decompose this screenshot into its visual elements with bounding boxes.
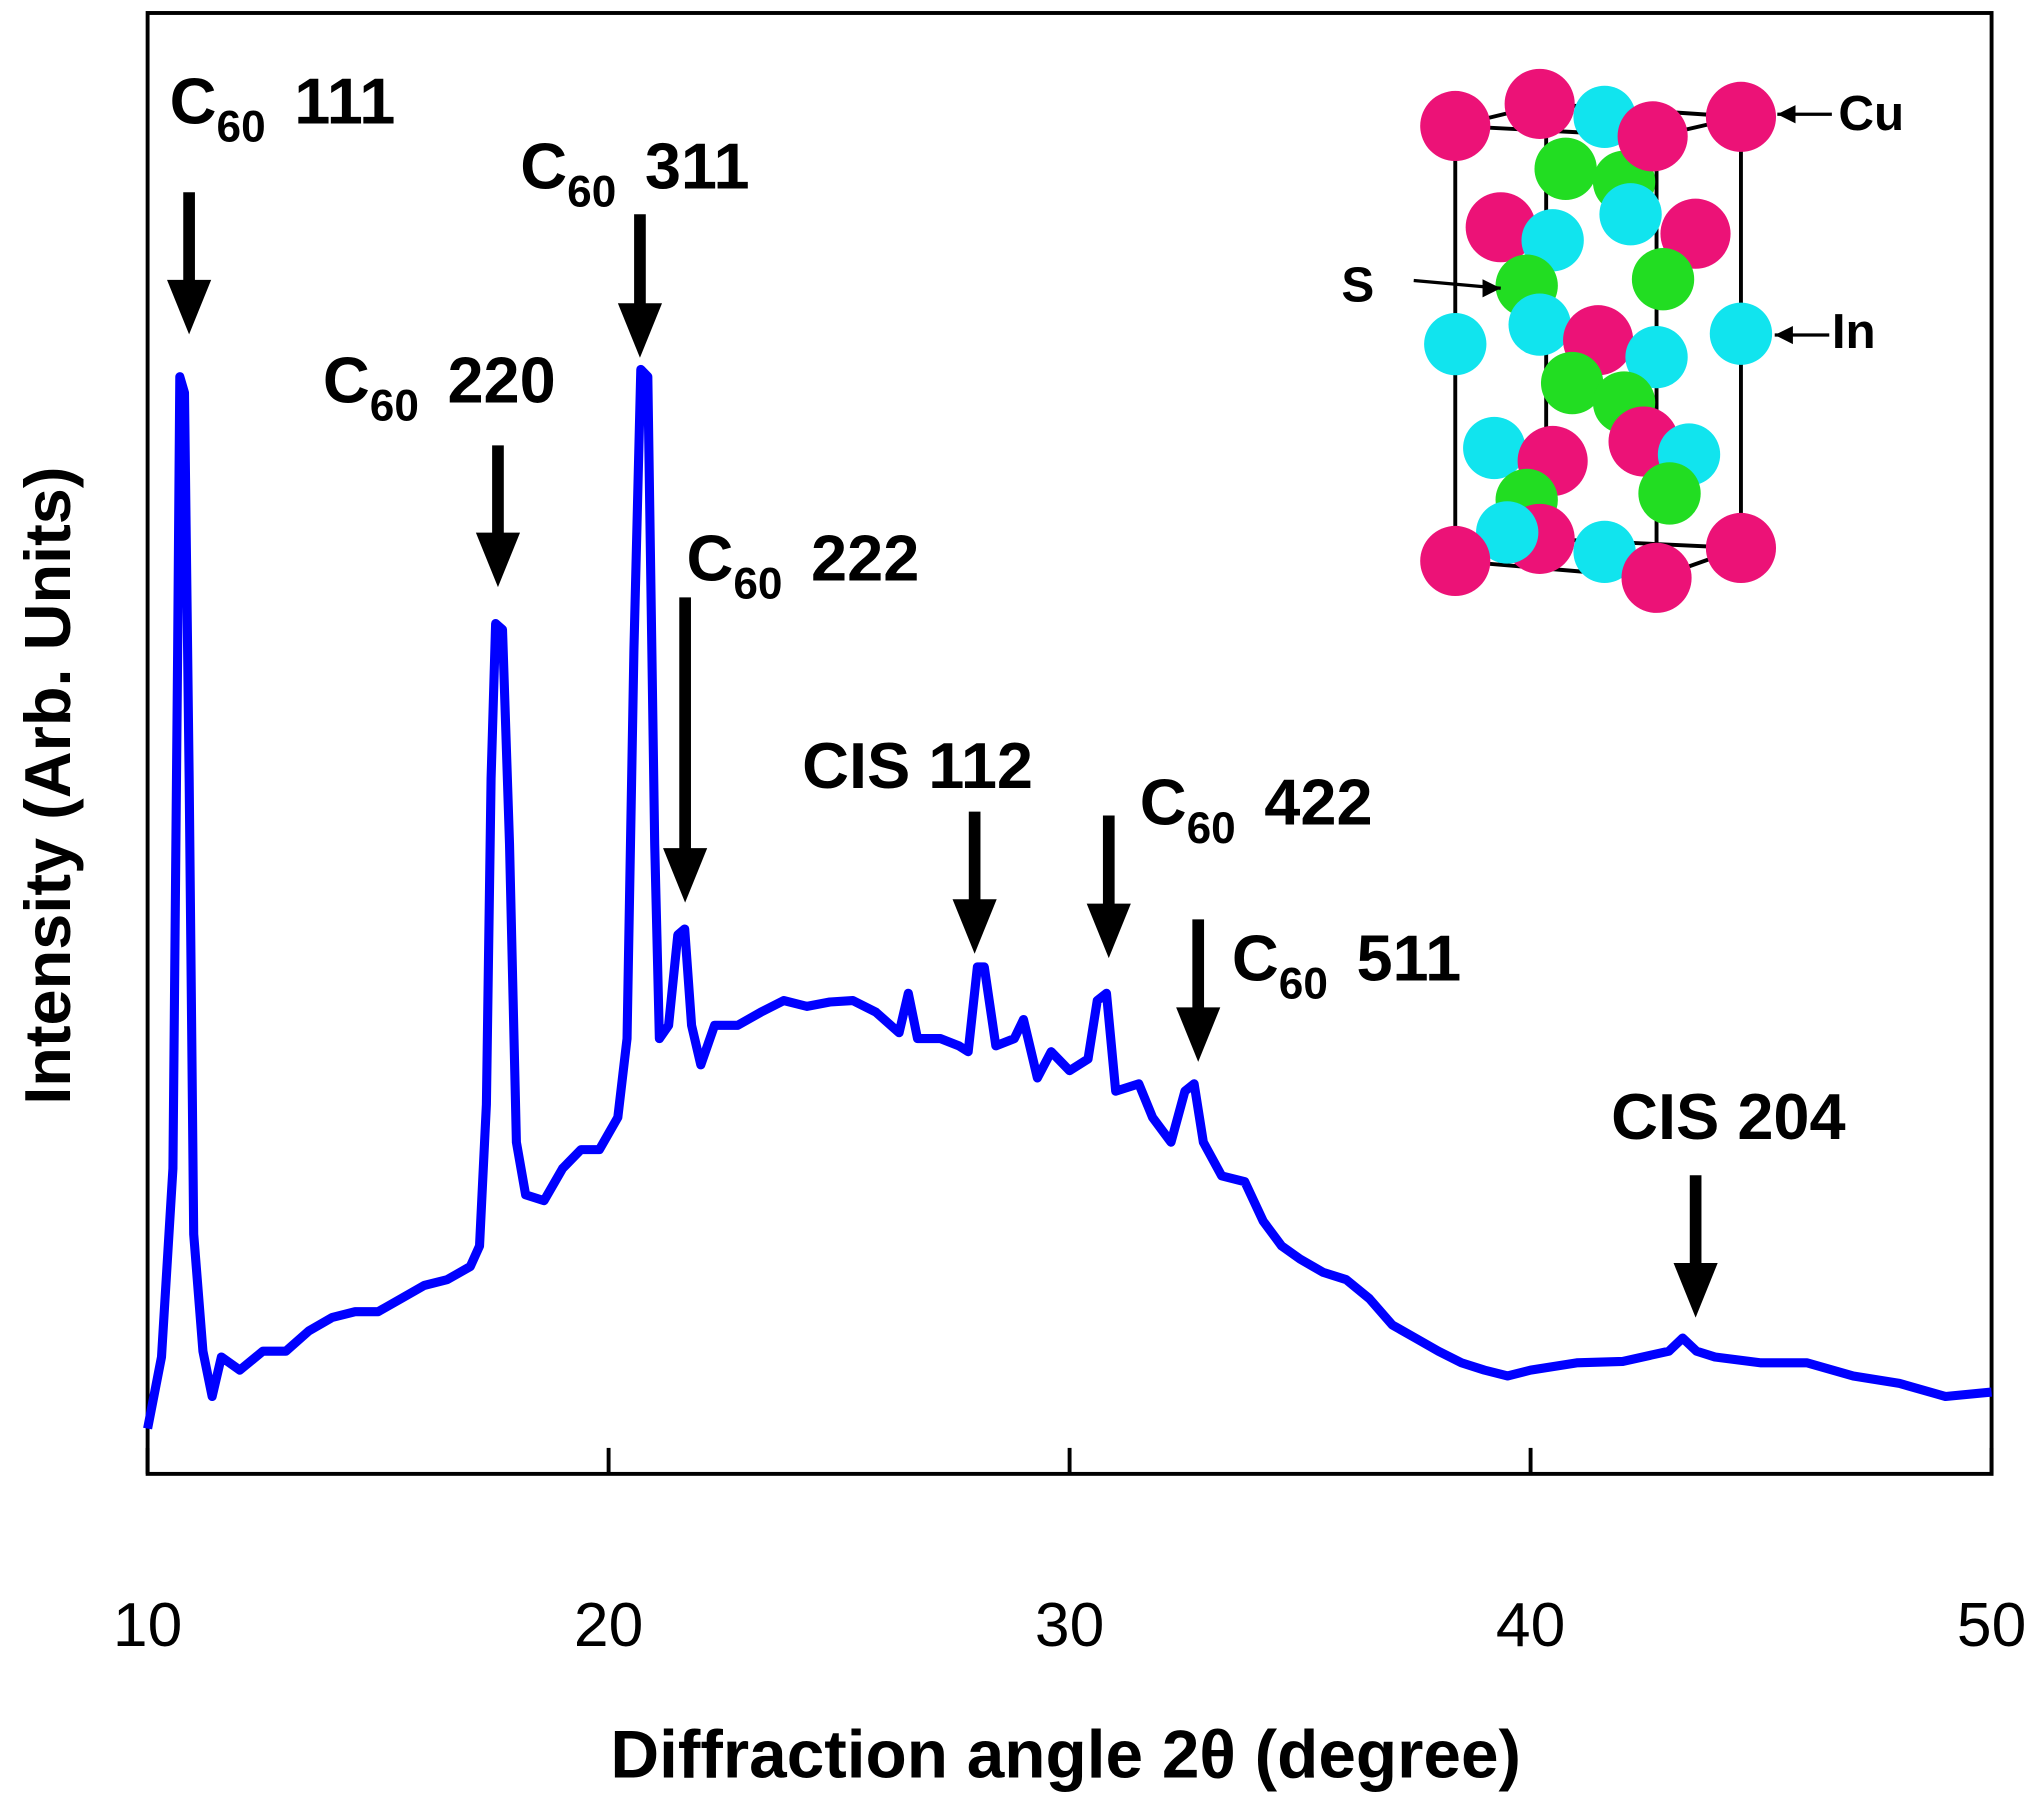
peak-label-part: 60 (733, 560, 782, 609)
atom (1508, 293, 1571, 356)
atom (1709, 302, 1773, 365)
x-tick-label: 20 (574, 1591, 643, 1660)
peak-label-part: CIS 112 (802, 729, 1033, 802)
inset-label: In (1832, 304, 1876, 359)
peak-label-part: 60 (217, 103, 266, 152)
peak-arrowhead (952, 899, 997, 954)
peak-label: CIS 204 (1611, 1080, 1846, 1153)
inset-label: Cu (1838, 86, 1904, 141)
x-tick-label: 30 (1035, 1591, 1104, 1660)
peak-label-part: 60 (567, 167, 616, 216)
y-axis-label: Intensity (Arb. Units) (11, 467, 84, 1105)
atom (1705, 512, 1777, 584)
peak-label-part: 222 (811, 521, 919, 594)
atom (1625, 325, 1688, 389)
atom (1540, 351, 1604, 415)
peak-label-part: 60 (1279, 960, 1328, 1009)
peak-label: C60 311 (520, 129, 749, 216)
atom (1621, 542, 1692, 613)
peak-label-part: 422 (1264, 766, 1372, 839)
peak-label-part: 511 (1356, 921, 1461, 994)
x-tick-label: 10 (113, 1591, 182, 1660)
peak-label: CIS 112 (802, 729, 1033, 802)
peak-label: C60 222 (687, 521, 920, 608)
atom (1463, 416, 1526, 480)
peak-arrowhead (1176, 1007, 1221, 1062)
atom (1504, 68, 1575, 139)
peak-arrowhead (1673, 1263, 1718, 1318)
peak-arrowhead (663, 848, 708, 903)
atom (1617, 101, 1688, 172)
atom (1424, 312, 1487, 376)
inset-arrowhead (1774, 325, 1793, 345)
peak-arrowhead (167, 279, 212, 335)
peak-label-part: C (170, 64, 217, 137)
peak-label: C60 511 (1232, 921, 1461, 1008)
crystal-inset: Cu S In (1341, 68, 1904, 613)
peak-arrowhead (617, 303, 663, 358)
inset-arrowhead (1482, 279, 1501, 298)
xrd-line (143, 364, 1993, 1430)
peak-label-part: C (323, 344, 370, 417)
atom (1476, 501, 1539, 564)
atom (1573, 520, 1636, 584)
peak-label-part: CIS 204 (1611, 1080, 1846, 1153)
atom (1638, 462, 1701, 525)
atom (1631, 248, 1695, 311)
peak-label-part: C (687, 521, 734, 594)
peak-label-part: 220 (447, 344, 555, 417)
atom (1660, 198, 1731, 269)
atom (1420, 90, 1491, 162)
x-tick-label: 50 (1957, 1591, 2026, 1660)
peak-arrowhead (475, 532, 521, 588)
atom (1534, 137, 1597, 200)
atom (1521, 209, 1584, 272)
atom (1705, 81, 1777, 152)
inset-arrowhead (1777, 105, 1796, 124)
peak-arrowhead (1086, 903, 1131, 959)
peak-label: C60 111 (170, 64, 396, 151)
inset-label: S (1341, 257, 1374, 312)
peak-label-part: 60 (370, 382, 419, 431)
atom (1420, 525, 1491, 597)
x-tick-label: 40 (1496, 1591, 1565, 1660)
peak-label-part: 311 (645, 129, 750, 202)
peak-label: C60 422 (1140, 766, 1373, 853)
peak-label-part: C (1232, 921, 1279, 994)
atom (1599, 183, 1662, 246)
peak-label-part: C (1140, 766, 1187, 839)
x-axis-label: Diffraction angle 2θ (degree) (610, 1717, 1521, 1792)
peak-label: C60 220 (323, 344, 556, 431)
peak-label-part: C (520, 129, 567, 202)
peak-label-part: 60 (1187, 804, 1236, 853)
peak-label-part: 111 (294, 64, 395, 137)
atom (1465, 192, 1536, 263)
